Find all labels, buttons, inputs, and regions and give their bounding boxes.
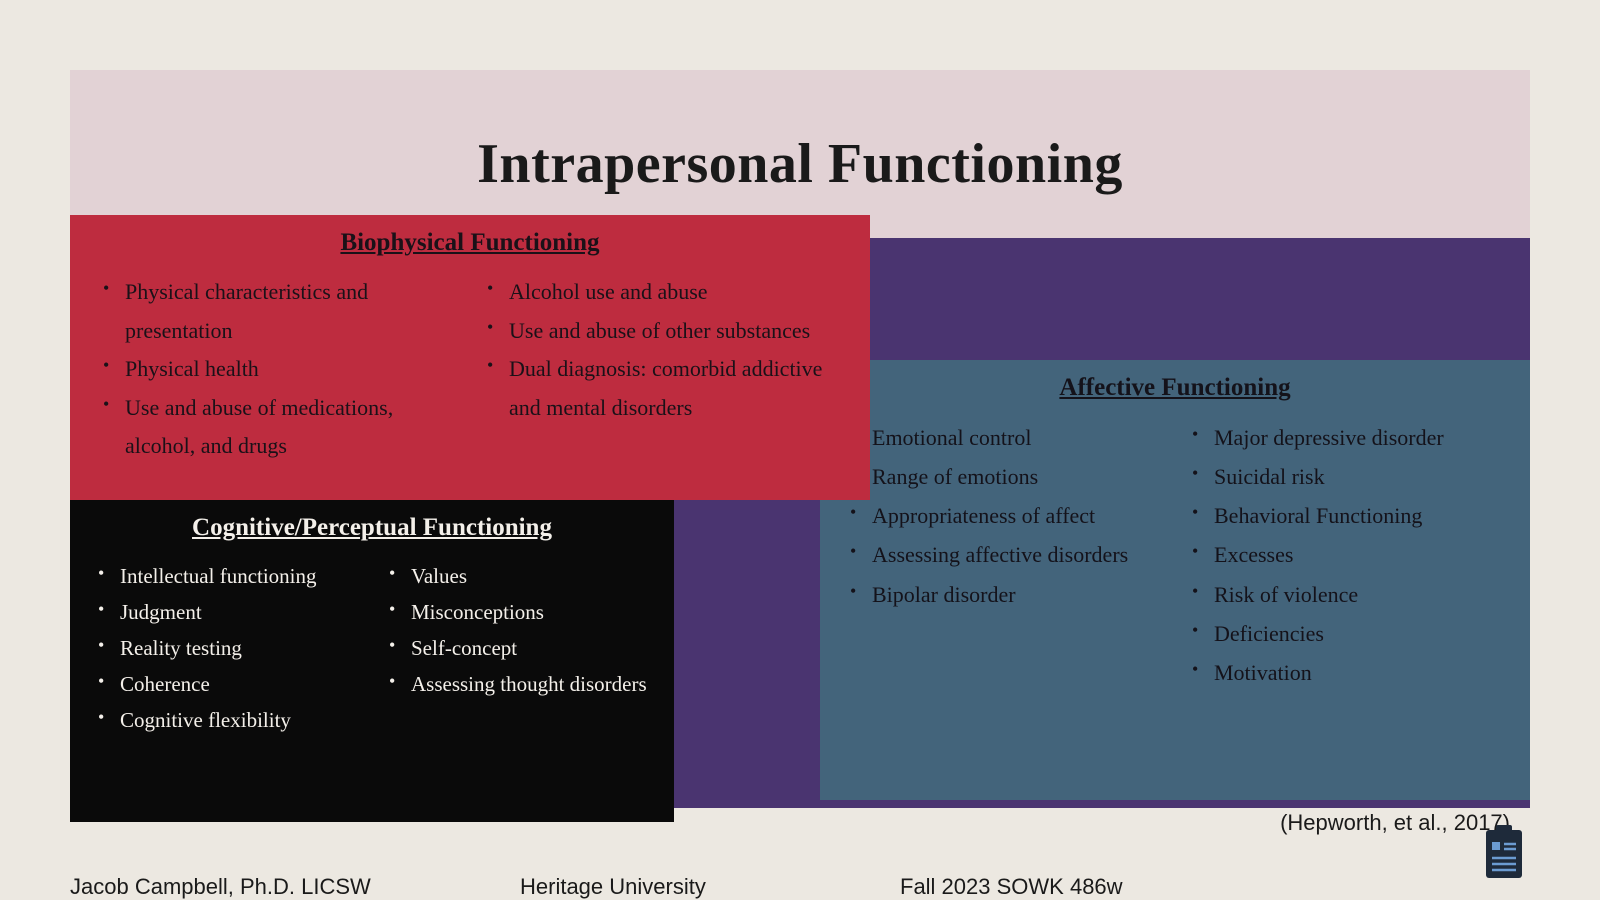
list-item: Self-concept [387, 630, 654, 666]
list-item: Deficiencies [1190, 614, 1508, 653]
biophysical-col-2: Alcohol use and abuse Use and abuse of o… [479, 273, 845, 466]
list-item: Physical health [101, 350, 461, 389]
biophysical-panel: Biophysical Functioning Physical charact… [70, 215, 870, 500]
list-item: Use and abuse of other substances [485, 312, 845, 351]
affective-title: Affective Functioning [842, 374, 1508, 402]
list-item: Behavioral Functioning [1190, 496, 1508, 535]
list-item: Assessing affective disorders [848, 535, 1166, 574]
affective-col-2: Major depressive disorder Suicidal risk … [1184, 418, 1508, 692]
list-item: Judgment [96, 594, 363, 630]
cognitive-col-1: Intellectual functioning Judgment Realit… [90, 558, 363, 739]
list-item: Values [387, 558, 654, 594]
list-item: Assessing thought disorders [387, 666, 654, 702]
slide-title: Intrapersonal Functioning [70, 132, 1530, 196]
slide: Intrapersonal Functioning Affective Func… [70, 70, 1530, 830]
list-item: Dual diagnosis: comorbid addictive and m… [485, 350, 845, 427]
affective-col-1: Emotional control Range of emotions Appr… [842, 418, 1166, 692]
list-item: Risk of violence [1190, 575, 1508, 614]
list-item: Reality testing [96, 630, 363, 666]
biophysical-col-1: Physical characteristics and presentatio… [95, 273, 461, 466]
cognitive-col-2: Values Misconceptions Self-concept Asses… [381, 558, 654, 739]
biophysical-title: Biophysical Functioning [95, 229, 845, 257]
list-item: Cognitive flexibility [96, 702, 363, 738]
affective-panel: Affective Functioning Emotional control … [820, 360, 1530, 800]
footer-institution: Heritage University [520, 874, 706, 900]
clipboard-icon [1480, 824, 1528, 880]
cognitive-columns: Intellectual functioning Judgment Realit… [90, 558, 654, 739]
list-item: Appropriateness of affect [848, 496, 1166, 535]
list-item: Misconceptions [387, 594, 654, 630]
list-item: Bipolar disorder [848, 575, 1166, 614]
cognitive-title: Cognitive/Perceptual Functioning [90, 514, 654, 542]
citation: (Hepworth, et al., 2017) [1280, 810, 1510, 836]
list-item: Emotional control [848, 418, 1166, 457]
cognitive-panel: Cognitive/Perceptual Functioning Intelle… [70, 500, 674, 822]
list-item: Alcohol use and abuse [485, 273, 845, 312]
list-item: Coherence [96, 666, 363, 702]
list-item: Motivation [1190, 653, 1508, 692]
biophysical-columns: Physical characteristics and presentatio… [95, 273, 845, 466]
list-item: Excesses [1190, 535, 1508, 574]
list-item: Use and abuse of medications, alcohol, a… [101, 389, 461, 466]
list-item: Range of emotions [848, 457, 1166, 496]
list-item: Physical characteristics and presentatio… [101, 273, 461, 350]
list-item: Suicidal risk [1190, 457, 1508, 496]
footer-course: Fall 2023 SOWK 486w [900, 874, 1123, 900]
list-item: Major depressive disorder [1190, 418, 1508, 457]
list-item: Intellectual functioning [96, 558, 363, 594]
affective-columns: Emotional control Range of emotions Appr… [842, 418, 1508, 692]
footer-author: Jacob Campbell, Ph.D. LICSW [70, 874, 371, 900]
